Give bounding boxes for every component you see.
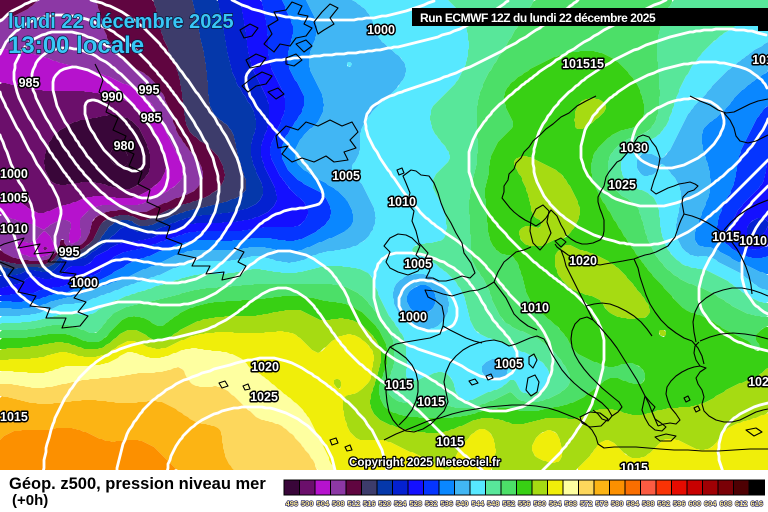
svg-text:1010: 1010 (0, 222, 28, 236)
svg-text:1015: 1015 (385, 378, 413, 392)
svg-text:1015: 1015 (712, 230, 740, 244)
svg-text:980: 980 (114, 139, 135, 153)
svg-text:1020: 1020 (748, 375, 768, 389)
svg-text:1010: 1010 (521, 301, 549, 315)
svg-text:Géop. z500, pression niveau me: Géop. z500, pression niveau mer (9, 475, 266, 493)
svg-text:13:00 locale: 13:00 locale (8, 32, 144, 59)
svg-text:Run ECMWF 12Z du lundi 22 déce: Run ECMWF 12Z du lundi 22 décembre 2025 (420, 11, 656, 25)
svg-text:568: 568 (565, 499, 578, 508)
svg-text:508: 508 (332, 499, 345, 508)
svg-text:604: 604 (704, 499, 717, 508)
svg-text:1010: 1010 (739, 234, 767, 248)
svg-text:584: 584 (627, 499, 640, 508)
svg-text:lundi 22 décembre 2025: lundi 22 décembre 2025 (8, 11, 234, 33)
svg-text:(+0h): (+0h) (12, 492, 48, 509)
svg-text:1005: 1005 (332, 169, 360, 183)
svg-text:500: 500 (301, 499, 314, 508)
svg-text:536: 536 (441, 499, 454, 508)
svg-text:608: 608 (720, 499, 733, 508)
svg-text:1005: 1005 (0, 191, 28, 205)
svg-text:1025: 1025 (608, 178, 636, 192)
svg-text:588: 588 (642, 499, 655, 508)
svg-text:1030: 1030 (620, 141, 648, 155)
svg-text:504: 504 (317, 499, 330, 508)
svg-text:592: 592 (658, 499, 671, 508)
svg-text:612: 612 (735, 499, 748, 508)
svg-text:1015: 1015 (620, 461, 648, 475)
svg-text:985: 985 (19, 76, 40, 90)
svg-text:600: 600 (689, 499, 702, 508)
svg-text:576: 576 (596, 499, 609, 508)
svg-text:Copyright 2025 Meteociel.fr: Copyright 2025 Meteociel.fr (349, 456, 501, 469)
svg-text:556: 556 (518, 499, 531, 508)
svg-text:540: 540 (456, 499, 469, 508)
svg-text:532: 532 (425, 499, 438, 508)
svg-text:1015: 1015 (417, 395, 445, 409)
svg-text:1010: 1010 (752, 53, 768, 67)
svg-text:512: 512 (348, 499, 361, 508)
svg-text:1015: 1015 (0, 410, 28, 424)
svg-text:1025: 1025 (250, 390, 278, 404)
svg-text:1015: 1015 (562, 57, 590, 71)
svg-text:995: 995 (59, 245, 80, 259)
svg-text:516: 516 (363, 499, 376, 508)
svg-text:15: 15 (590, 57, 604, 71)
svg-text:596: 596 (673, 499, 686, 508)
svg-text:1000: 1000 (399, 310, 427, 324)
svg-text:1010: 1010 (388, 195, 416, 209)
svg-text:560: 560 (534, 499, 547, 508)
svg-text:1000: 1000 (367, 23, 395, 37)
svg-text:1020: 1020 (569, 254, 597, 268)
svg-text:572: 572 (580, 499, 593, 508)
svg-text:1020: 1020 (251, 360, 279, 374)
svg-text:580: 580 (611, 499, 624, 508)
svg-text:990: 990 (102, 90, 123, 104)
svg-text:1000: 1000 (70, 276, 98, 290)
svg-text:524: 524 (394, 499, 407, 508)
svg-text:544: 544 (472, 499, 485, 508)
svg-text:995: 995 (139, 83, 160, 97)
svg-text:552: 552 (503, 499, 516, 508)
svg-text:520: 520 (379, 499, 392, 508)
svg-text:1000: 1000 (0, 167, 28, 181)
svg-text:528: 528 (410, 499, 423, 508)
svg-text:985: 985 (141, 111, 162, 125)
svg-text:1005: 1005 (495, 357, 523, 371)
svg-text:616: 616 (751, 499, 764, 508)
svg-text:496: 496 (286, 499, 299, 508)
svg-text:1005: 1005 (404, 257, 432, 271)
svg-text:548: 548 (487, 499, 500, 508)
svg-text:1015: 1015 (436, 435, 464, 449)
svg-text:564: 564 (549, 499, 562, 508)
